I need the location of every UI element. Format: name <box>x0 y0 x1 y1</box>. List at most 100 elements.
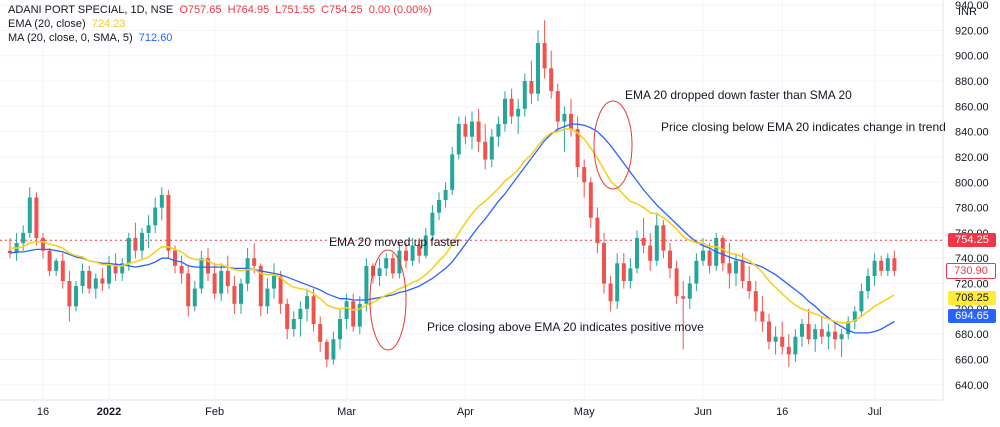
candle-body <box>153 207 158 226</box>
candle-body <box>806 324 811 340</box>
candle-body <box>351 301 356 327</box>
candle-body <box>311 296 316 325</box>
candle-body <box>569 113 573 130</box>
candle-body <box>707 250 712 266</box>
candle-body <box>892 258 897 271</box>
candle-body <box>582 167 587 183</box>
candle-body <box>450 154 455 190</box>
candle-body <box>107 263 111 284</box>
candle-body <box>140 232 144 251</box>
candle-body <box>846 321 851 335</box>
y-tick-label: 820.00 <box>955 152 989 164</box>
candle-body <box>826 331 831 337</box>
candle-body <box>265 288 270 307</box>
candle-body <box>272 275 276 289</box>
y-tick-label: 660.00 <box>955 354 989 366</box>
candle-body <box>489 136 494 160</box>
candle-body <box>780 336 785 347</box>
candle-body <box>219 270 224 294</box>
x-tick-label: 16 <box>776 406 788 418</box>
candle-body <box>648 245 653 261</box>
candle-body <box>384 258 389 269</box>
y-tick-label: 900.00 <box>955 51 989 63</box>
candle-body <box>404 250 408 261</box>
candle-body <box>285 303 290 330</box>
candle-body <box>199 258 204 289</box>
candle-body <box>588 182 593 218</box>
candle-body <box>866 275 870 292</box>
candle-body <box>668 250 672 269</box>
candle-body <box>555 91 560 122</box>
candle-body <box>54 260 59 271</box>
candle-body <box>522 81 527 109</box>
sma-price-label: 694.65 <box>948 308 996 323</box>
candle-body <box>885 258 890 271</box>
candle-body <box>476 121 481 142</box>
candle-body <box>833 331 837 340</box>
candle-body <box>166 194 171 251</box>
x-tick-label: Jul <box>868 406 882 418</box>
candle-body <box>463 124 468 137</box>
candle-body <box>21 232 26 244</box>
annotation-below: Price closing below EMA 20 indicates cha… <box>661 120 946 134</box>
candle-body <box>852 311 857 322</box>
candle-body <box>562 113 567 122</box>
candle-body <box>93 278 98 289</box>
candle-body <box>674 268 679 297</box>
candle-body <box>331 339 336 360</box>
circle-may <box>593 100 633 190</box>
candle-body <box>767 321 771 342</box>
candle-body <box>239 283 243 304</box>
candle-body <box>423 235 428 256</box>
candle-body <box>608 283 613 302</box>
candle-body <box>338 318 342 340</box>
candle-body <box>641 237 646 246</box>
candle-body <box>813 329 818 340</box>
ohlc-change: 0.00 (0.00%) <box>368 4 432 16</box>
candle-body <box>8 250 12 254</box>
y-tick-label: 680.00 <box>955 329 989 341</box>
candle-body <box>410 245 415 261</box>
candle-body <box>483 141 488 160</box>
candle-body <box>681 296 686 299</box>
prev-price-label: 730.90 <box>946 262 996 279</box>
legend-ma-row[interactable]: MA (20, close, 0, SMA, 5) 712.60 <box>8 32 175 45</box>
x-tick-label: May <box>574 406 595 418</box>
candle-body <box>859 291 864 312</box>
legend-ema-row[interactable]: EMA (20, close) 724.23 <box>8 18 128 31</box>
candle-body <box>126 237 131 264</box>
price-axis: 640.00660.00680.00700.00720.00740.00760.… <box>955 0 989 392</box>
y-tick-label: 640.00 <box>955 380 989 392</box>
candle-body <box>839 334 844 340</box>
candle-body <box>437 200 441 213</box>
candle-body <box>879 260 884 271</box>
candle-body <box>654 225 659 261</box>
circle-march <box>369 249 407 351</box>
candle-body <box>60 260 65 282</box>
legend-symbol-row[interactable]: ADANI PORT SPECIAL, 1D, NSE O757.65 H764… <box>8 4 435 17</box>
candle-body <box>258 265 263 307</box>
candle-body <box>496 124 501 137</box>
candle-body <box>146 225 151 233</box>
candle-body <box>760 311 765 322</box>
ema-line <box>10 128 895 324</box>
ma-legend-label: MA (20, close, 0, SMA, 5) <box>8 32 133 44</box>
ema-legend-label: EMA (20, close) <box>8 18 86 30</box>
candle-body <box>318 324 323 342</box>
y-tick-label: 940.00 <box>955 0 989 12</box>
x-tick-label: Apr <box>457 406 474 418</box>
candle-body <box>516 108 521 117</box>
ema-price-label: 708.25 <box>948 291 996 306</box>
candle-body <box>456 124 461 155</box>
y-tick-label: 860.00 <box>955 101 989 113</box>
ohlc-low: L751.55 <box>275 4 316 16</box>
candle-body <box>80 270 85 287</box>
ohlc-open: O757.65 <box>179 4 222 16</box>
candle-body <box>575 129 580 168</box>
ma-legend-value: 712.60 <box>138 32 173 44</box>
candle-body <box>542 43 547 69</box>
ema-legend-value: 724.23 <box>91 18 126 30</box>
candle-body <box>727 263 732 274</box>
last-price-label: 754.25 <box>948 233 996 248</box>
